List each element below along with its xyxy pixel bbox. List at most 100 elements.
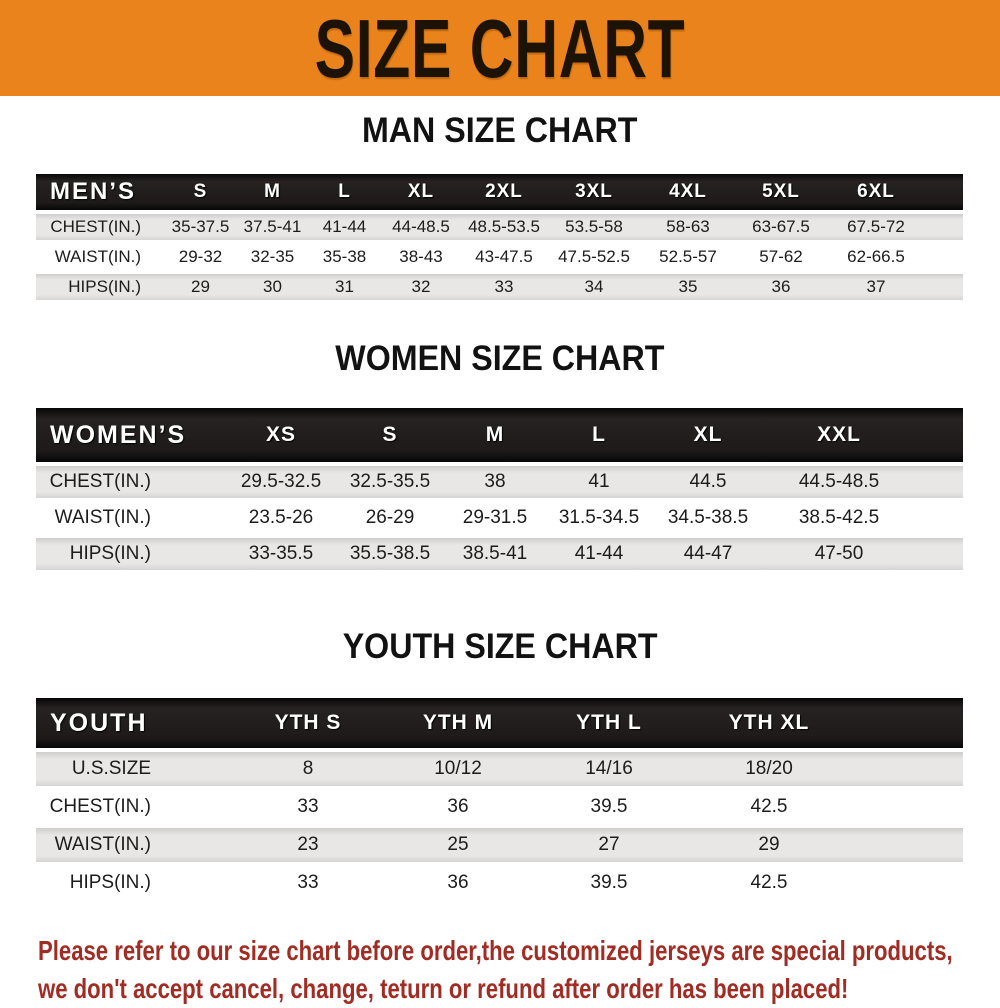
row-filler-cell: [853, 866, 963, 900]
header-row: WOMEN’S XS S M L XL XXL: [36, 408, 963, 462]
header-filler-cell: [925, 174, 963, 210]
youth-size-table: YOUTH YTH S YTH M YTH L YTH XL U.S.SIZE 8 10/12…: [36, 694, 963, 904]
youth-section-heading: YOUTH SIZE CHART: [0, 626, 1000, 672]
size-column-header: 6XL: [827, 174, 925, 210]
measurement-value: 27: [533, 828, 685, 862]
men-section-heading-text: MAN SIZE CHART: [362, 111, 638, 150]
measurement-value: 35.5-38.5: [336, 538, 444, 570]
measurement-value: 8: [233, 752, 383, 786]
measurement-value: 36: [383, 790, 533, 824]
size-column-header: YTH M: [383, 698, 533, 748]
size-column-header: 3XL: [547, 174, 641, 210]
measurement-value: 38-43: [381, 244, 461, 270]
measurement-value: 26-29: [336, 502, 444, 534]
measurement-value: 23.5-26: [226, 502, 336, 534]
measurement-value: 33: [233, 790, 383, 824]
row-filler-cell: [925, 214, 963, 240]
measurement-value: 37: [827, 274, 925, 300]
measurement-value: 35-37.5: [164, 214, 237, 240]
row-label: WAIST(IN.): [36, 502, 226, 534]
size-column-header: S: [336, 408, 444, 462]
row-label: HIPS(IN.): [36, 866, 233, 900]
size-column-header: 5XL: [735, 174, 827, 210]
measurement-value: 47-50: [764, 538, 914, 570]
measurement-value: 29: [685, 828, 853, 862]
measurement-value: 36: [383, 866, 533, 900]
measurement-value: 14/16: [533, 752, 685, 786]
size-column-header: XS: [226, 408, 336, 462]
measurement-value: 29.5-32.5: [226, 466, 336, 498]
measurement-value: 63-67.5: [735, 214, 827, 240]
header-filler-cell: [853, 698, 963, 748]
measurement-value: 67.5-72: [827, 214, 925, 240]
size-column-header: XXL: [764, 408, 914, 462]
women-size-table: WOMEN’S XS S M L XL XXL CHEST(IN.) 29.5-32.5 32.5…: [36, 404, 963, 574]
measurement-value: 33: [233, 866, 383, 900]
row-filler-cell: [853, 752, 963, 786]
size-column-header: YTH L: [533, 698, 685, 748]
table-group-label: YOUTH: [36, 698, 233, 748]
measurement-value: 48.5-53.5: [461, 214, 547, 240]
measurement-value: 33: [461, 274, 547, 300]
measurement-value: 32.5-35.5: [336, 466, 444, 498]
measurement-value: 33-35.5: [226, 538, 336, 570]
men-size-table: MEN’S S M L XL 2XL 3XL 4XL 5XL 6XL CHEST(IN.) 35-37…: [36, 170, 963, 304]
disclaimer: Please refer to our size chart before or…: [38, 932, 1000, 1008]
measurement-value: 38.5-42.5: [764, 502, 914, 534]
measurement-value: 36: [735, 274, 827, 300]
size-column-header: M: [237, 174, 308, 210]
row-label: HIPS(IN.): [36, 538, 226, 570]
row-filler-cell: [853, 790, 963, 824]
youth-size-chart-section: YOUTH SIZE CHART YOUTH YTH S YTH M YTH L YTH…: [0, 626, 1000, 904]
measurement-value: 44-47: [652, 538, 764, 570]
header-row: MEN’S S M L XL 2XL 3XL 4XL 5XL 6XL: [36, 174, 963, 210]
table-group-label: MEN’S: [36, 174, 164, 210]
measurement-value: 34.5-38.5: [652, 502, 764, 534]
measurement-row: CHEST(IN.) 35-37.5 37.5-41 41-44 44-48.5 48.5…: [36, 214, 963, 240]
size-column-header: YTH XL: [685, 698, 853, 748]
measurement-value: 37.5-41: [237, 214, 308, 240]
disclaimer-line-1: Please refer to our size chart before or…: [38, 935, 953, 966]
size-column-header: XL: [652, 408, 764, 462]
measurement-value: 18/20: [685, 752, 853, 786]
measurement-row: WAIST(IN.) 23.5-26 26-29 29-31.5 31.5-34.5 34…: [36, 502, 963, 534]
measurement-row: WAIST(IN.) 23 25 27 29: [36, 828, 963, 862]
row-label: HIPS(IN.): [36, 274, 164, 300]
measurement-row: U.S.SIZE 8 10/12 14/16 18/20: [36, 752, 963, 786]
row-filler-cell: [914, 502, 963, 534]
measurement-value: 42.5: [685, 866, 853, 900]
measurement-value: 41: [546, 466, 652, 498]
measurement-row: HIPS(IN.) 33-35.5 35.5-38.5 38.5-41 41-44 44-…: [36, 538, 963, 570]
measurement-value: 44-48.5: [381, 214, 461, 240]
measurement-value: 35: [641, 274, 735, 300]
measurement-value: 47.5-52.5: [547, 244, 641, 270]
measurement-row: CHEST(IN.) 33 36 39.5 42.5: [36, 790, 963, 824]
measurement-value: 42.5: [685, 790, 853, 824]
measurement-value: 43-47.5: [461, 244, 547, 270]
row-label: WAIST(IN.): [36, 828, 233, 862]
row-label: CHEST(IN.): [36, 790, 233, 824]
measurement-value: 58-63: [641, 214, 735, 240]
row-filler-cell: [925, 244, 963, 270]
banner: SIZE CHART: [0, 0, 1000, 96]
measurement-value: 31.5-34.5: [546, 502, 652, 534]
size-column-header: XL: [381, 174, 461, 210]
row-filler-cell: [914, 538, 963, 570]
measurement-value: 41-44: [546, 538, 652, 570]
measurement-value: 52.5-57: [641, 244, 735, 270]
row-filler-cell: [925, 274, 963, 300]
youth-section-heading-text: YOUTH SIZE CHART: [342, 627, 658, 666]
measurement-value: 29: [164, 274, 237, 300]
row-filler-cell: [853, 828, 963, 862]
measurement-value: 29-31.5: [444, 502, 546, 534]
measurement-value: 29-32: [164, 244, 237, 270]
measurement-value: 23: [233, 828, 383, 862]
measurement-value: 38: [444, 466, 546, 498]
measurement-value: 32: [381, 274, 461, 300]
measurement-value: 31: [308, 274, 381, 300]
size-column-header: 4XL: [641, 174, 735, 210]
measurement-value: 35-38: [308, 244, 381, 270]
women-section-heading-text: WOMEN SIZE CHART: [335, 339, 665, 378]
measurement-value: 34: [547, 274, 641, 300]
measurement-row: HIPS(IN.) 29 30 31 32 33 34 35 36 37: [36, 274, 963, 300]
